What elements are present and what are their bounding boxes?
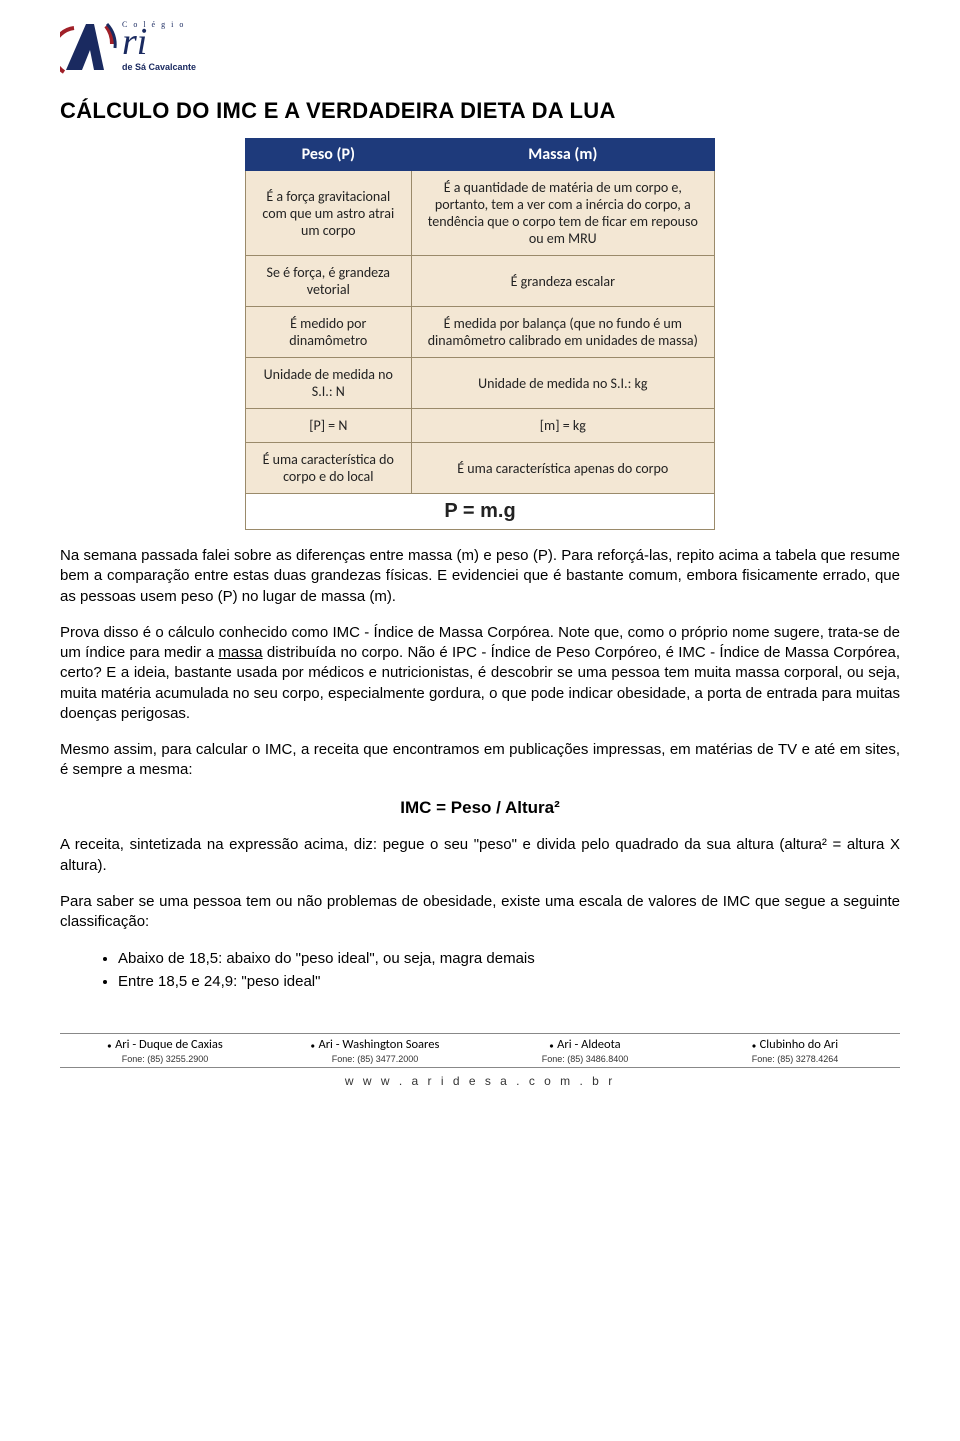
table-cell: É grandeza escalar: [411, 256, 714, 307]
comparison-table-wrap: Peso (P) Massa (m) É a força gravitacion…: [60, 138, 900, 530]
table-cell: É uma característica do corpo e do local: [246, 443, 412, 494]
comparison-table: Peso (P) Massa (m) É a força gravitacion…: [245, 138, 715, 530]
footer-col: Ari - Duque de Caxias Fone: (85) 3255.29…: [60, 1037, 270, 1064]
page-footer: Ari - Duque de Caxias Fone: (85) 3255.29…: [60, 1033, 900, 1068]
table-cell: É a quantidade de matéria de um corpo e,…: [411, 171, 714, 256]
page-title: CÁLCULO DO IMC E A VERDADEIRA DIETA DA L…: [60, 98, 900, 124]
table-row: É medido por dinamômetroÉ medida por bal…: [246, 307, 715, 358]
table-cell: Unidade de medida no S.I.: N: [246, 358, 412, 409]
footer-branch-phone: Fone: (85) 3278.4264: [690, 1054, 900, 1064]
table-row: Unidade de medida no S.I.: NUnidade de m…: [246, 358, 715, 409]
paragraph-3: Mesmo assim, para calcular o IMC, a rece…: [60, 740, 900, 781]
paragraph-2-underline: massa: [218, 644, 262, 661]
table-row: [P] = N[m] = kg: [246, 409, 715, 443]
paragraph-1: Na semana passada falei sobre as diferen…: [60, 546, 900, 607]
classification-list: Abaixo de 18,5: abaixo do "peso ideal", …: [60, 948, 900, 993]
footer-branch-name: Clubinho do Ari: [690, 1037, 900, 1052]
footer-website: w w w . a r i d e s a . c o m . b r: [60, 1074, 900, 1088]
table-row: É a força gravitacional com que um astro…: [246, 171, 715, 256]
footer-branch-phone: Fone: (85) 3255.2900: [60, 1054, 270, 1064]
paragraph-4: A receita, sintetizada na expressão acim…: [60, 835, 900, 876]
footer-col: Ari - Washington Soares Fone: (85) 3477.…: [270, 1037, 480, 1064]
table-cell: É a força gravitacional com que um astro…: [246, 171, 412, 256]
table-header-peso: Peso (P): [246, 139, 412, 171]
table-cell: [m] = kg: [411, 409, 714, 443]
table-header-massa: Massa (m): [411, 139, 714, 171]
imc-formula: IMC = Peso / Altura²: [60, 797, 900, 820]
footer-branch-phone: Fone: (85) 3477.2000: [270, 1054, 480, 1064]
body-text: Na semana passada falei sobre as diferen…: [60, 546, 900, 993]
footer-branch-name: Ari - Aldeota: [480, 1037, 690, 1052]
logo-sub-text: de Sá Cavalcante: [122, 62, 196, 72]
footer-branch-name: Ari - Washington Soares: [270, 1037, 480, 1052]
table-header-row: Peso (P) Massa (m): [246, 139, 715, 171]
footer-branch-name: Ari - Duque de Caxias: [60, 1037, 270, 1052]
table-row: É uma característica do corpo e do local…: [246, 443, 715, 494]
logo-mark-icon: [60, 20, 118, 78]
paragraph-2: Prova disso é o cálculo conhecido como I…: [60, 623, 900, 724]
logo-text: C o l é g i o ri de Sá Cavalcante: [122, 20, 196, 72]
paragraph-5: Para saber se uma pessoa tem ou não prob…: [60, 892, 900, 933]
footer-col: Clubinho do Ari Fone: (85) 3278.4264: [690, 1037, 900, 1064]
table-cell: É medida por balança (que no fundo é um …: [411, 307, 714, 358]
table-cell: É medido por dinamômetro: [246, 307, 412, 358]
table-cell: [P] = N: [246, 409, 412, 443]
table-formula-cell: P = m.g: [246, 494, 715, 530]
footer-grid: Ari - Duque de Caxias Fone: (85) 3255.29…: [60, 1037, 900, 1064]
footer-branch-phone: Fone: (85) 3486.8400: [480, 1054, 690, 1064]
logo-big-text: ri: [122, 29, 196, 56]
table-formula-row: P = m.g: [246, 494, 715, 530]
table-cell: É uma característica apenas do corpo: [411, 443, 714, 494]
table-cell: Se é força, é grandeza vetorial: [246, 256, 412, 307]
table-cell: Unidade de medida no S.I.: kg: [411, 358, 714, 409]
table-row: Se é força, é grandeza vetorialÉ grandez…: [246, 256, 715, 307]
footer-col: Ari - Aldeota Fone: (85) 3486.8400: [480, 1037, 690, 1064]
list-item: Entre 18,5 e 24,9: "peso ideal": [118, 971, 900, 994]
document-page: C o l é g i o ri de Sá Cavalcante CÁLCUL…: [0, 0, 960, 1108]
school-logo: C o l é g i o ri de Sá Cavalcante: [60, 20, 900, 78]
list-item: Abaixo de 18,5: abaixo do "peso ideal", …: [118, 948, 900, 971]
